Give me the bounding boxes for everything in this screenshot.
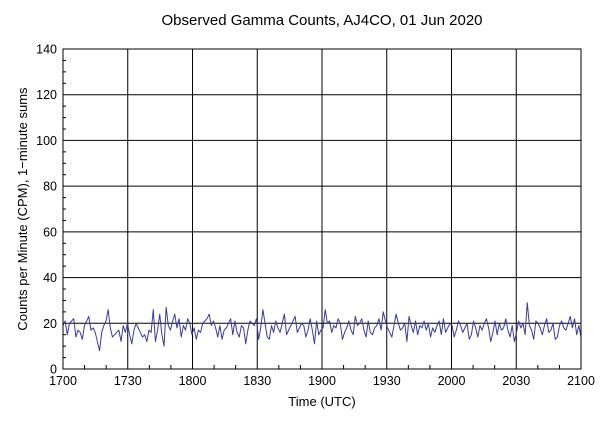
x-tick-label: 1900 — [308, 374, 336, 388]
series-line — [62, 302, 582, 352]
y-tick-label: 60 — [43, 225, 57, 239]
y-tick-label: 40 — [43, 271, 57, 285]
y-tick-label: 120 — [36, 88, 57, 102]
x-tick-label: 1930 — [373, 374, 401, 388]
x-tick-label: 2100 — [567, 374, 595, 388]
x-tick-label: 2000 — [438, 374, 466, 388]
x-axis-label: Time (UTC) — [288, 394, 355, 409]
y-tick-label: 140 — [36, 43, 57, 57]
x-tick-label: 1700 — [49, 374, 77, 388]
x-tick-label: 1830 — [243, 374, 271, 388]
y-tick-label: 0 — [50, 363, 57, 377]
grid-lines — [62, 48, 582, 370]
y-tick-label: 100 — [36, 134, 57, 148]
tick-labels: 0 20 40 60 80 100 120 140 1700 1730 1800 1830 1900 19… — [36, 43, 595, 389]
x-tick-label: 1730 — [114, 374, 142, 388]
axis-ticks — [63, 59, 560, 369]
x-tick-label: 1800 — [179, 374, 207, 388]
x-tick-label: 2030 — [502, 374, 530, 388]
chart-title: Observed Gamma Counts, AJ4CO, 01 Jun 202… — [162, 12, 483, 29]
y-tick-label: 20 — [43, 317, 57, 331]
series-layer — [62, 302, 582, 352]
y-tick-label: 80 — [43, 180, 57, 194]
y-axis-label: Counts per Minute (CPM), 1−minute sums — [15, 87, 30, 331]
plot-frame — [62, 48, 582, 370]
